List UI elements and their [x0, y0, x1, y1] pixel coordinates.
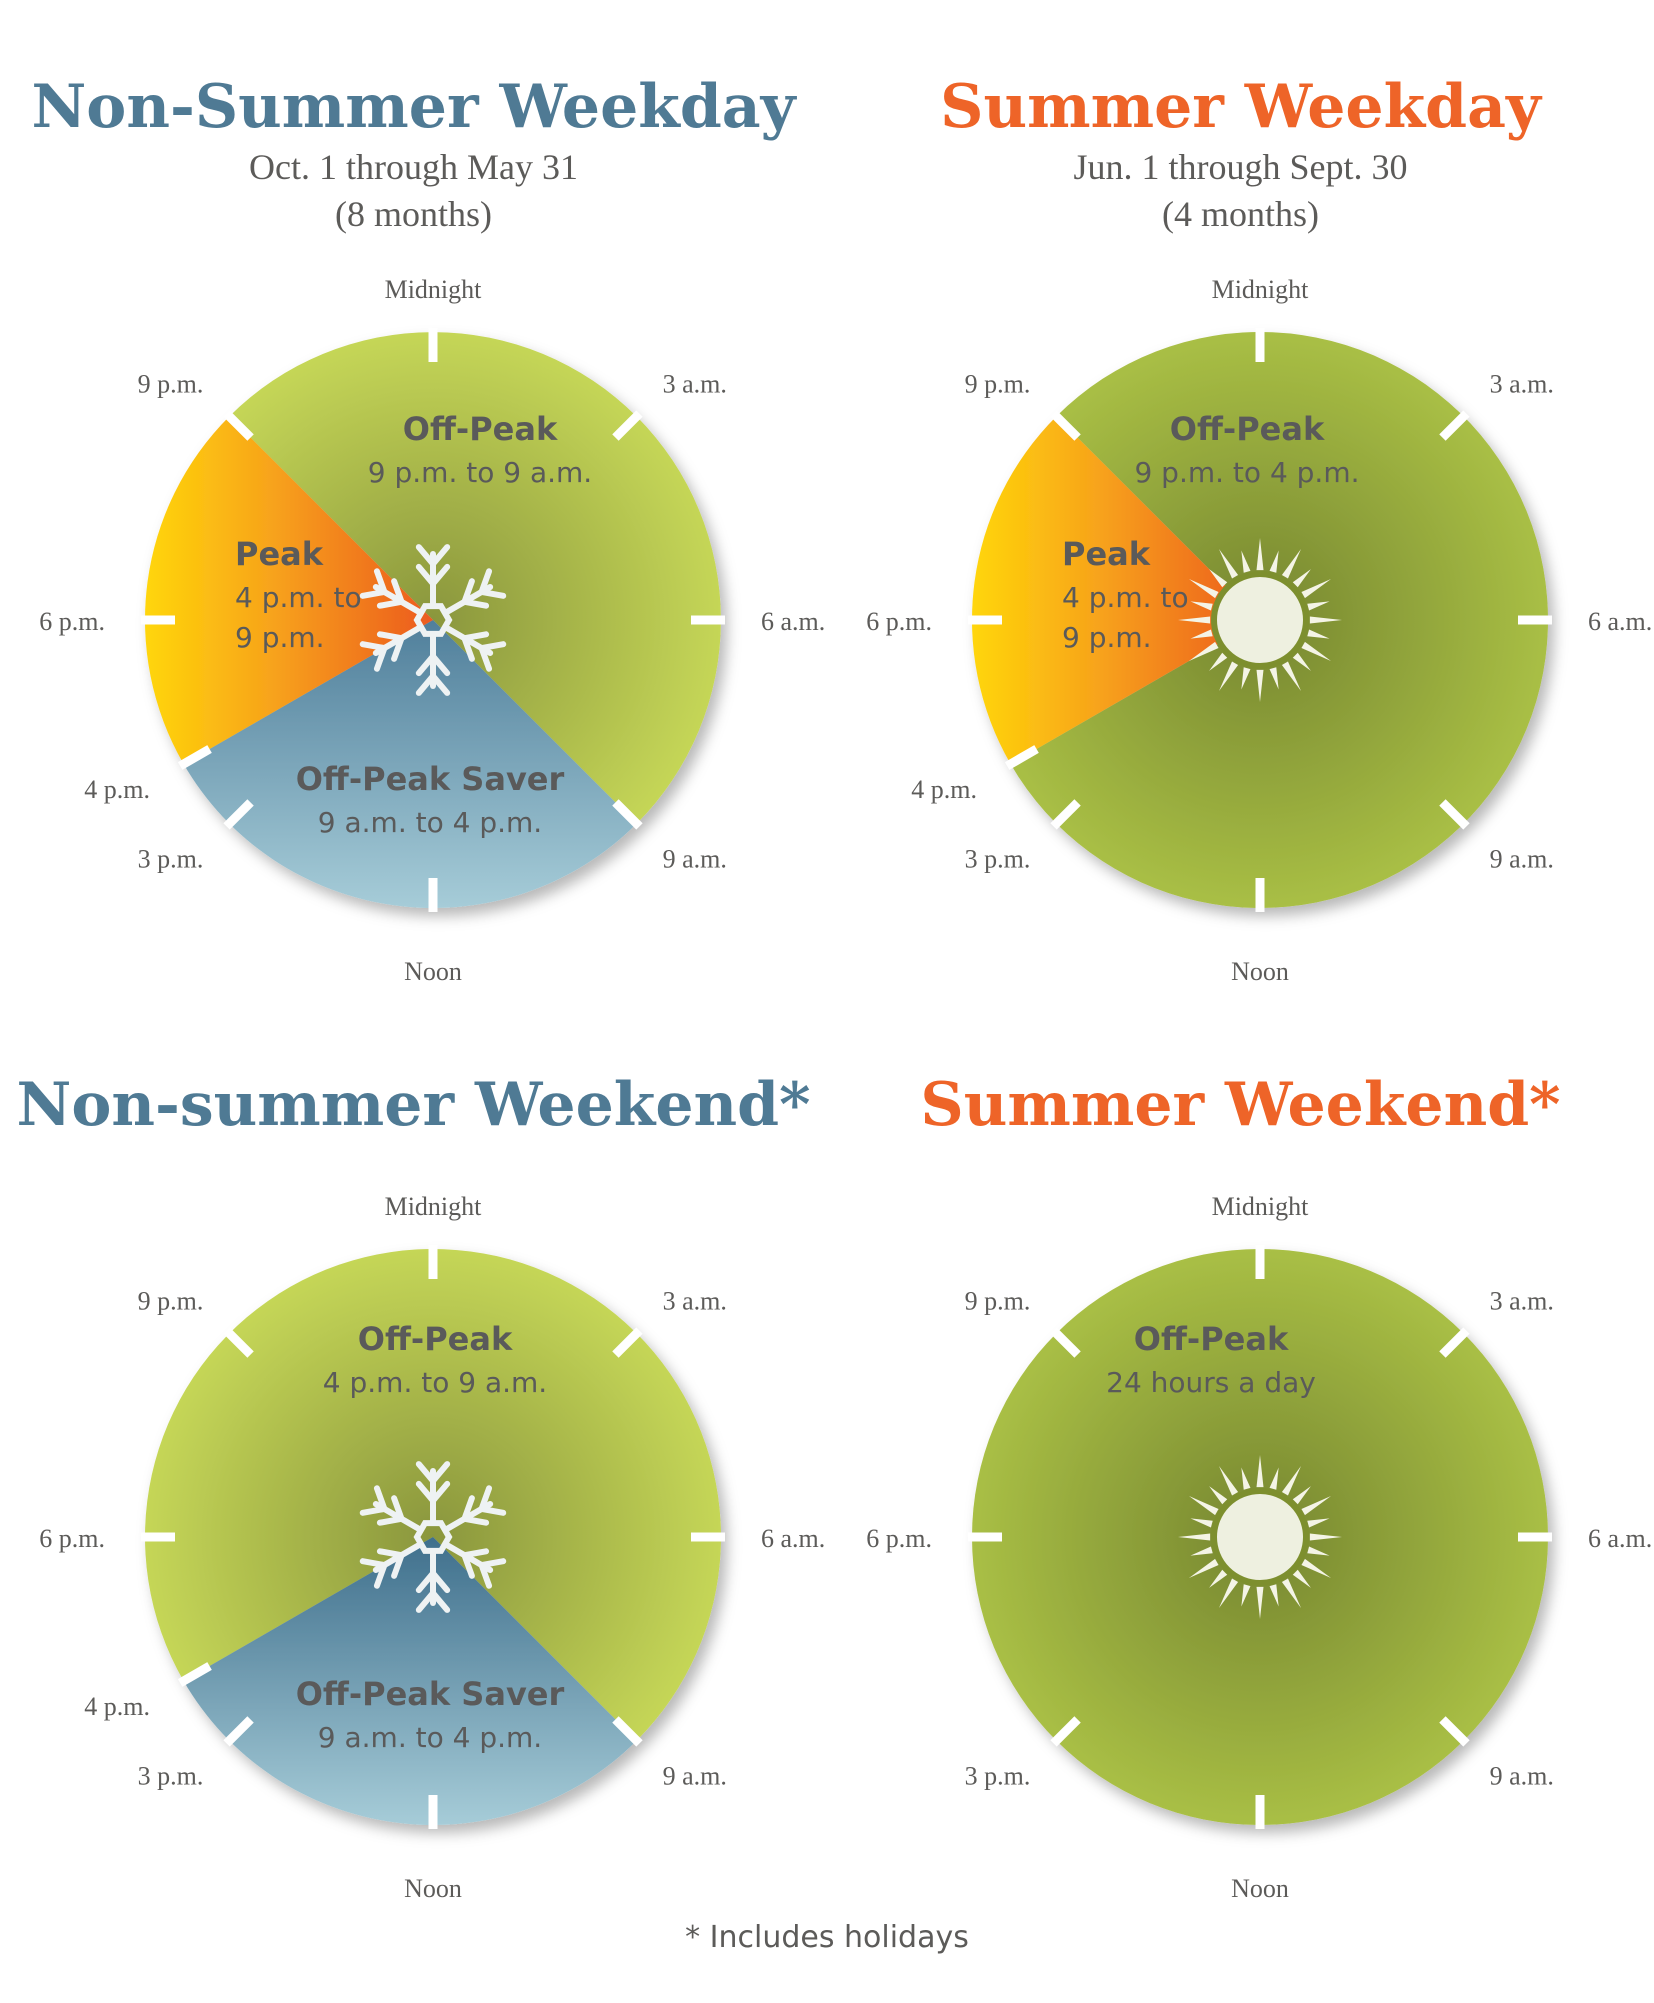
- tick-mark: [223, 410, 254, 441]
- panel-duration: (4 months): [1162, 194, 1319, 234]
- time-label: 9 a.m.: [1490, 845, 1554, 874]
- tick-mark: [1050, 410, 1081, 441]
- segment-name: Off-Peak: [403, 410, 558, 448]
- clock-diagram: Midnight 3 a.m. 6 a.m. 9 a.m. Noon 3 p.m. 6 p.…: [866, 1192, 1652, 1903]
- segment-name: Off-Peak Saver: [296, 760, 565, 798]
- segment-peak: [972, 416, 1260, 764]
- segment-name: Peak: [1062, 535, 1151, 573]
- tick-mark: [1004, 745, 1039, 770]
- panel-summer-weekday: Summer Weekday Jun. 1 through Sept. 30 (…: [827, 0, 1654, 986]
- snowflake-icon: [359, 544, 507, 696]
- tick-mark: [1439, 1716, 1470, 1747]
- segment-range: 4 p.m. to: [235, 581, 362, 614]
- panel-non-summer-weekend: Non-summer Weekend* Midnight 3 a.m. 6 a.m.…: [0, 920, 827, 1903]
- tick-mark: [223, 1716, 254, 1747]
- time-label: Noon: [1231, 1874, 1289, 1903]
- segment-off-peak-saver: [183, 1537, 637, 1825]
- footnote: * Includes holidays: [685, 1920, 969, 1955]
- time-label: Midnight: [385, 275, 483, 304]
- segment-range: 4 p.m. to 9 a.m.: [323, 1366, 547, 1399]
- time-label: 9 p.m.: [965, 369, 1031, 398]
- tick-mark: [223, 799, 254, 830]
- time-label: 9 p.m.: [138, 1286, 204, 1315]
- time-label: 6 a.m.: [761, 1524, 825, 1553]
- segment-range: 9 p.m. to 4 p.m.: [1134, 456, 1359, 489]
- panel-duration: (8 months): [335, 194, 492, 234]
- time-label: Midnight: [1212, 275, 1310, 304]
- tick-mark: [1050, 1327, 1081, 1358]
- panel-summer-weekend: Summer Weekend* Midnight 3 a.m. 6 a.m. 9 a.…: [827, 920, 1654, 1903]
- time-label: 6 p.m.: [866, 1524, 932, 1553]
- clock-diagram: Midnight 3 a.m. 6 a.m. 9 a.m. Noon 3 p.m. 4 p.…: [866, 275, 1652, 986]
- segment-peak: [145, 416, 433, 764]
- segment-name: Off-Peak: [1134, 1320, 1289, 1358]
- time-label: 3 a.m.: [663, 369, 727, 398]
- time-label: 3 p.m.: [965, 845, 1031, 874]
- segment-name: Peak: [235, 535, 324, 573]
- time-label: Noon: [404, 957, 462, 986]
- segment-name: Off-Peak: [1170, 410, 1325, 448]
- time-label: Noon: [1231, 957, 1289, 986]
- time-label: 3 p.m.: [138, 845, 204, 874]
- tick-mark: [177, 745, 212, 770]
- panel-date-range: Oct. 1 through May 31: [249, 147, 578, 187]
- tick-mark: [612, 799, 643, 830]
- segment-range: 4 p.m. to: [1062, 581, 1189, 614]
- tick-mark: [1439, 1327, 1470, 1358]
- tick-mark: [1439, 410, 1470, 441]
- clock-diagram: Midnight 3 a.m. 6 a.m. 9 a.m. Noon 3 p.m. 4 p.…: [39, 1192, 825, 1903]
- time-label: 3 p.m.: [138, 1762, 204, 1791]
- snowflake-icon: [359, 1461, 507, 1613]
- time-label: 6 p.m.: [39, 1524, 105, 1553]
- tick-mark: [177, 1662, 212, 1687]
- time-label: 4 p.m.: [84, 1692, 150, 1721]
- clock-face: [145, 332, 721, 909]
- panel-title: Non-summer Weekend*: [16, 1070, 811, 1140]
- time-label: 6 a.m.: [761, 607, 825, 636]
- panel-non-summer-weekday: Non-Summer Weekday Oct. 1 through May 31…: [0, 0, 827, 986]
- panel-date-range: Jun. 1 through Sept. 30: [1073, 147, 1408, 187]
- time-label: 9 p.m.: [138, 369, 204, 398]
- segment-name: Off-Peak Saver: [296, 1675, 565, 1713]
- time-label: 6 p.m.: [39, 607, 105, 636]
- segment-name: Off-Peak: [358, 1320, 513, 1358]
- segment-range: 9 p.m. to 9 a.m.: [368, 456, 592, 489]
- tick-mark: [612, 1716, 643, 1747]
- time-label: 6 p.m.: [866, 607, 932, 636]
- time-label: 9 a.m.: [663, 845, 727, 874]
- time-label: Noon: [404, 1874, 462, 1903]
- segment-range: 9 p.m.: [235, 621, 325, 654]
- time-label: Midnight: [1212, 1192, 1310, 1221]
- time-label: 9 p.m.: [965, 1286, 1031, 1315]
- tick-mark: [1439, 799, 1470, 830]
- tick-mark: [223, 1327, 254, 1358]
- time-label: Midnight: [385, 1192, 483, 1221]
- tick-mark: [612, 410, 643, 441]
- time-label: 9 a.m.: [1490, 1762, 1554, 1791]
- segment-range: 9 a.m. to 4 p.m.: [318, 806, 542, 839]
- time-label: 4 p.m.: [84, 775, 150, 804]
- segment-range: 9 a.m. to 4 p.m.: [318, 1721, 542, 1754]
- segment-range: 9 p.m.: [1062, 621, 1152, 654]
- sun-icon: [1178, 1455, 1342, 1619]
- panel-title: Non-Summer Weekday: [31, 72, 796, 142]
- tick-mark: [612, 1327, 643, 1358]
- segment-range: 24 hours a day: [1106, 1366, 1316, 1399]
- time-label: 6 a.m.: [1588, 1524, 1652, 1553]
- panel-title: Summer Weekend*: [920, 1070, 1561, 1140]
- time-label: 6 a.m.: [1588, 607, 1652, 636]
- sun-icon: [1178, 538, 1342, 702]
- tick-mark: [1050, 1716, 1081, 1747]
- time-label: 3 a.m.: [1490, 369, 1554, 398]
- segment-off-peak: [229, 332, 721, 824]
- time-label: 9 a.m.: [663, 1762, 727, 1791]
- clock-diagram: Midnight 3 a.m. 6 a.m. 9 a.m. Noon 3 p.m. 4 p.…: [39, 275, 825, 986]
- tick-mark: [1050, 799, 1081, 830]
- time-label: 4 p.m.: [911, 775, 977, 804]
- time-label: 3 a.m.: [663, 1286, 727, 1315]
- segment-off-peak-saver: [183, 620, 637, 909]
- time-label: 3 p.m.: [965, 1762, 1031, 1791]
- time-label: 3 a.m.: [1490, 1286, 1554, 1315]
- panel-title: Summer Weekday: [940, 72, 1541, 142]
